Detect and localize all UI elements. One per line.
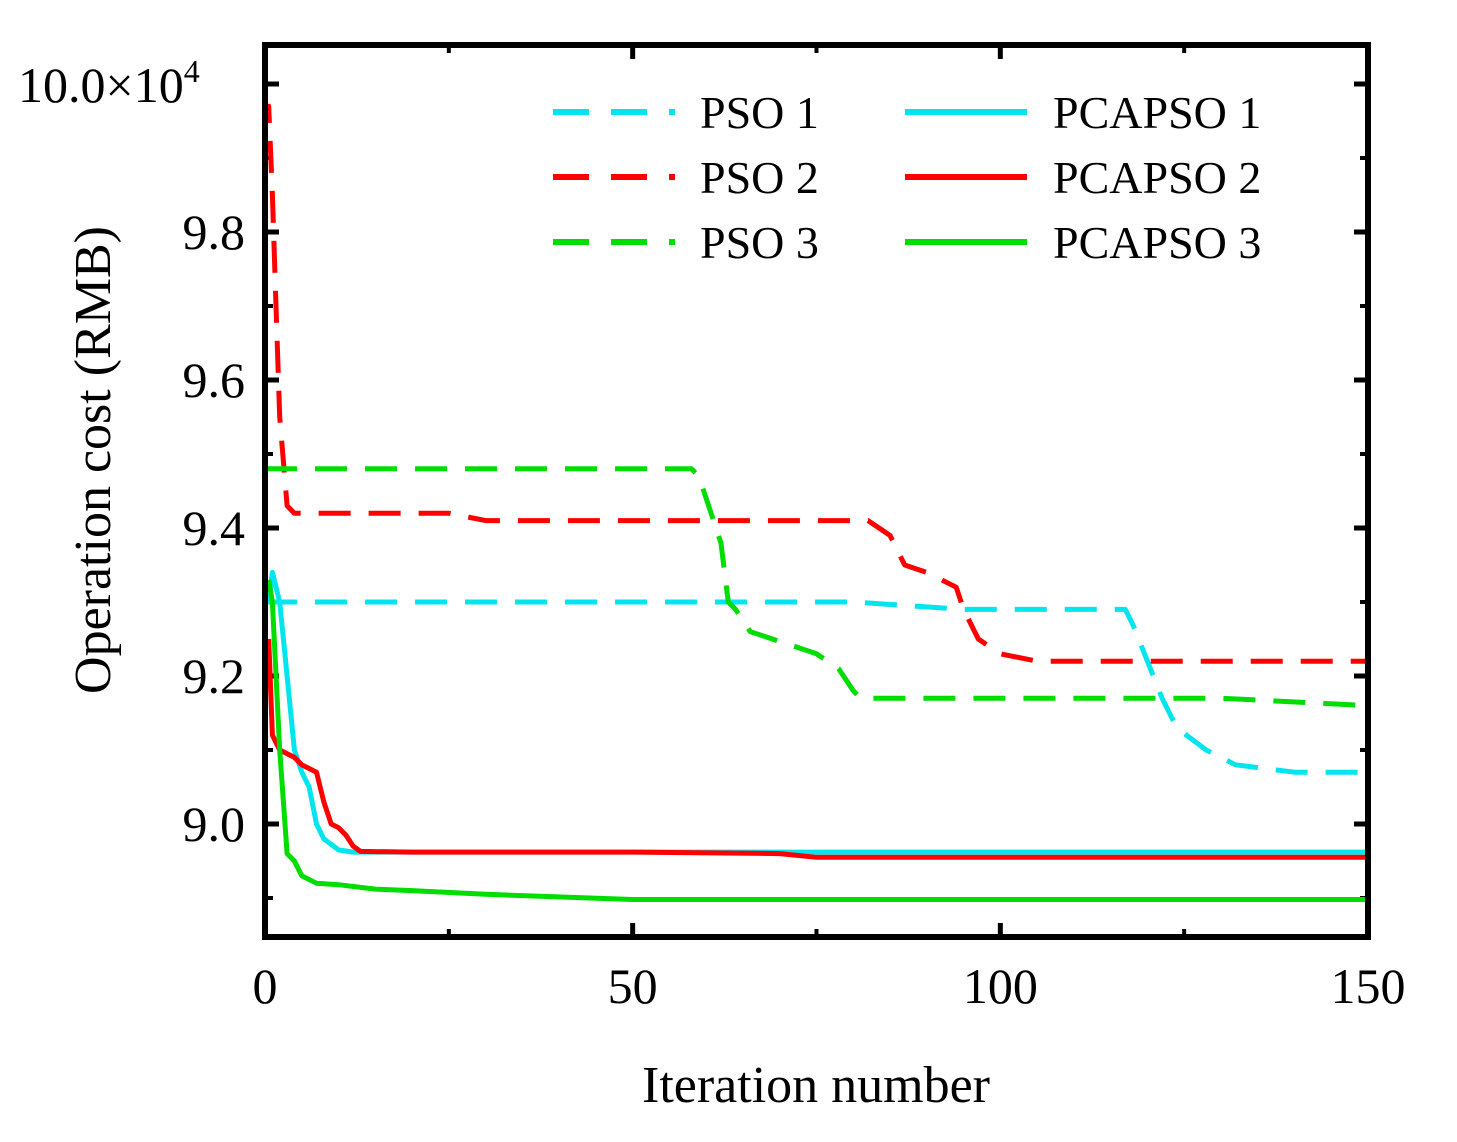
x-axis-ticks: 0 50 100 150	[253, 45, 1406, 1014]
x-tick-label: 0	[253, 958, 278, 1014]
y-tick-label: 9.0	[183, 796, 246, 852]
y-axis-ticks: 9.0 9.2 9.4 9.6 9.8	[183, 81, 1368, 900]
series-line-pcapso-1	[266, 569, 1368, 855]
y-tick-label: 9.8	[183, 204, 246, 260]
series-line-pcapso-3	[266, 579, 1368, 902]
series-lines	[262, 103, 1369, 902]
y-tick-label: 9.4	[183, 500, 246, 556]
series-line-pso-3	[265, 466, 1369, 709]
x-tick-label: 50	[608, 958, 658, 1014]
x-tick-label: 100	[963, 958, 1038, 1014]
series-line-pso-1	[265, 599, 1368, 775]
y-tick-label: 9.2	[183, 648, 246, 704]
x-axis-label: Iteration number	[642, 1057, 990, 1114]
legend-label: PSO 1	[700, 87, 819, 138]
y-top-tick-label: 10.0×104	[18, 53, 200, 113]
series-line-pso-2	[262, 103, 1368, 664]
legend: PSO 1 PSO 2 PSO 3 PCAPSO 1 PCAPSO 2 PCAPSO 3	[553, 87, 1261, 268]
legend-label: PCAPSO 3	[1053, 217, 1261, 268]
legend-label: PSO 3	[700, 217, 819, 268]
series-line-pcapso-2	[266, 638, 1368, 860]
legend-label: PCAPSO 2	[1053, 152, 1261, 203]
legend-label: PSO 2	[700, 152, 819, 203]
plot-frame	[262, 42, 1371, 940]
x-tick-label: 150	[1331, 958, 1406, 1014]
y-tick-label: 9.6	[183, 352, 246, 408]
legend-label: PCAPSO 1	[1053, 87, 1261, 138]
y-axis-label: Operation cost (RMB)	[65, 226, 122, 694]
